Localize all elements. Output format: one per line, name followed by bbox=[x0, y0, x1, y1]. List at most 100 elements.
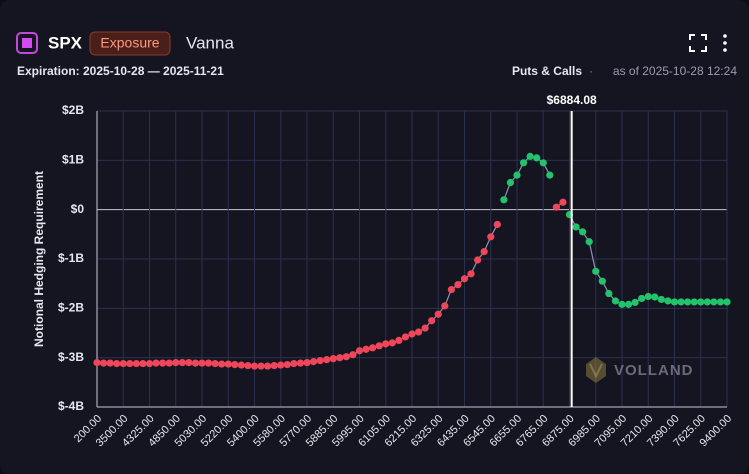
point bbox=[342, 353, 350, 361]
point bbox=[428, 317, 436, 325]
point bbox=[388, 339, 396, 347]
point bbox=[408, 330, 416, 338]
point bbox=[631, 298, 639, 307]
point bbox=[93, 359, 101, 367]
point bbox=[618, 300, 626, 308]
point bbox=[178, 359, 186, 367]
point bbox=[447, 285, 455, 294]
point bbox=[382, 340, 390, 348]
point bbox=[677, 298, 685, 306]
point bbox=[546, 171, 554, 179]
badge-bg[interactable] bbox=[89, 31, 171, 56]
mode[interactable]: Puts & Calls bbox=[512, 64, 582, 78]
expiration: Expiration: 2025-10-28 — 2025-11-21 bbox=[17, 64, 224, 78]
point bbox=[480, 248, 488, 256]
point bbox=[526, 152, 534, 160]
point bbox=[152, 359, 160, 367]
badge[interactable]: Exposure bbox=[100, 35, 159, 51]
point bbox=[355, 347, 364, 355]
point bbox=[277, 361, 285, 369]
point bbox=[664, 297, 672, 305]
point bbox=[585, 238, 593, 246]
point bbox=[362, 345, 370, 353]
point bbox=[264, 362, 272, 370]
point bbox=[421, 324, 429, 332]
point bbox=[159, 359, 167, 367]
point bbox=[270, 361, 278, 370]
point bbox=[467, 270, 475, 278]
point bbox=[231, 360, 239, 369]
point bbox=[624, 300, 633, 308]
point bbox=[113, 359, 121, 368]
y-tick-label: $-1B bbox=[58, 251, 84, 265]
point bbox=[257, 362, 265, 370]
menu-icon[interactable] bbox=[723, 34, 727, 52]
fullscreen-icon[interactable] bbox=[689, 34, 707, 52]
point bbox=[290, 359, 298, 368]
point bbox=[395, 336, 403, 344]
point bbox=[369, 344, 377, 352]
point bbox=[106, 359, 114, 367]
point bbox=[513, 171, 521, 179]
watermark-logo bbox=[586, 357, 606, 383]
point bbox=[657, 295, 665, 304]
symbol-icon-fill bbox=[22, 38, 32, 48]
marks: $6884.08 bbox=[93, 93, 731, 407]
point bbox=[434, 310, 442, 318]
y-tick-label: $0 bbox=[71, 202, 85, 216]
point bbox=[493, 220, 501, 229]
point bbox=[592, 267, 600, 275]
point bbox=[132, 359, 140, 368]
point bbox=[244, 361, 252, 370]
point bbox=[474, 256, 482, 264]
point bbox=[638, 294, 646, 303]
point bbox=[309, 358, 318, 366]
point bbox=[250, 362, 259, 370]
point bbox=[191, 359, 200, 367]
point bbox=[670, 298, 679, 306]
point bbox=[211, 359, 219, 368]
point bbox=[316, 357, 324, 365]
point bbox=[533, 154, 541, 162]
point bbox=[237, 361, 245, 369]
point bbox=[697, 298, 705, 306]
point bbox=[303, 359, 311, 367]
point bbox=[185, 359, 193, 367]
as-of: as of 2025-10-28 12:24 bbox=[613, 64, 737, 78]
point bbox=[172, 359, 180, 367]
point bbox=[283, 360, 291, 369]
y-axis-label: Notional Hedging Requirement bbox=[32, 171, 46, 347]
symbol: SPX bbox=[48, 33, 83, 52]
point bbox=[119, 359, 127, 368]
point bbox=[605, 289, 613, 298]
point bbox=[703, 298, 711, 306]
spot-label: $6884.08 bbox=[547, 93, 597, 107]
point bbox=[218, 360, 226, 368]
point bbox=[441, 302, 449, 310]
point bbox=[710, 298, 718, 306]
point bbox=[139, 359, 147, 368]
point bbox=[500, 196, 508, 204]
point bbox=[519, 159, 528, 167]
point bbox=[644, 292, 652, 301]
point bbox=[126, 359, 134, 368]
point bbox=[598, 277, 606, 285]
y-tick-label: $1B bbox=[62, 153, 84, 167]
point bbox=[329, 355, 337, 363]
point bbox=[572, 223, 580, 231]
point bbox=[99, 359, 108, 367]
point bbox=[414, 328, 423, 336]
point bbox=[349, 351, 357, 359]
point bbox=[145, 359, 154, 368]
watermark: VOLLAND bbox=[614, 362, 694, 379]
point bbox=[611, 297, 620, 305]
point bbox=[651, 293, 659, 301]
point bbox=[224, 360, 232, 368]
point bbox=[506, 178, 515, 187]
point bbox=[723, 298, 731, 306]
point bbox=[690, 298, 698, 306]
y-tick-label: $2B bbox=[62, 103, 84, 117]
y-tick-label: $-3B bbox=[58, 350, 84, 364]
point bbox=[460, 275, 469, 283]
